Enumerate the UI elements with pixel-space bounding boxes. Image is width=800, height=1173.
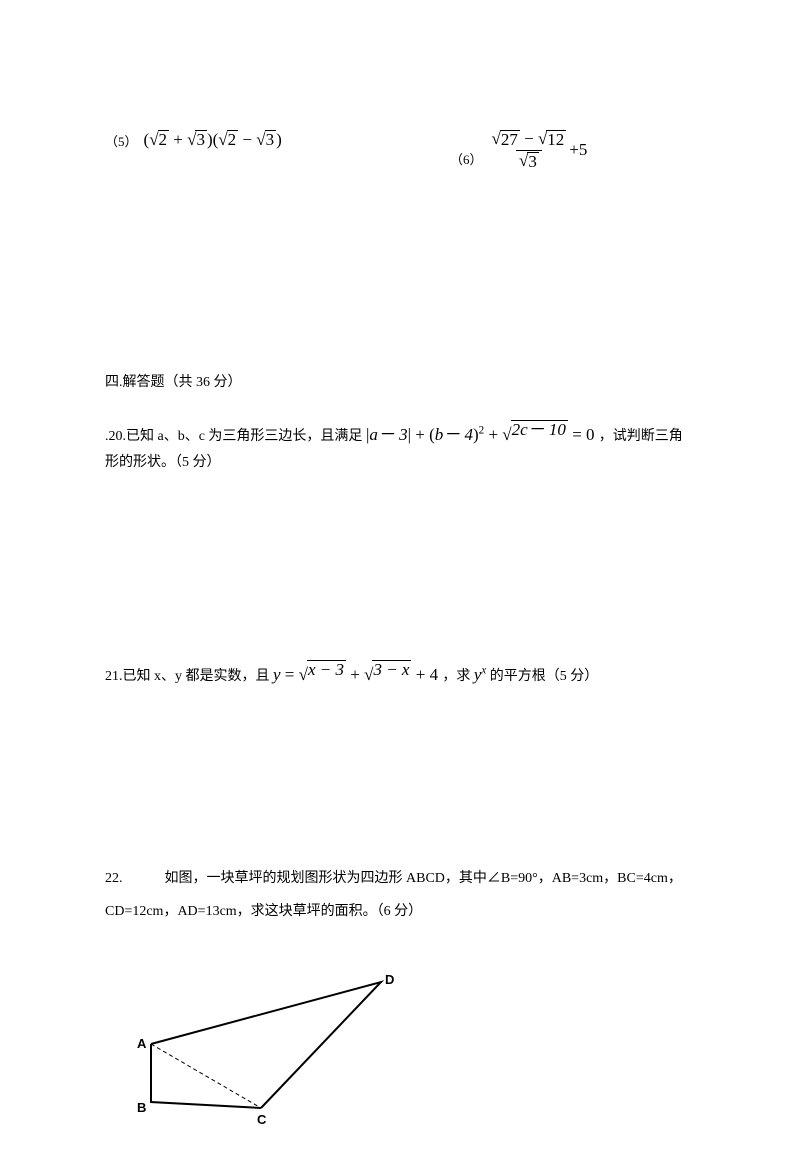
label-C: C — [257, 1112, 267, 1127]
q22-line1: 22. 如图，一块草坪的规划图形状为四边形 ABCD，其中∠B=90°，AB=3… — [105, 866, 695, 891]
q21-expr: y = x − 3 + 3 − x + 4 — [273, 665, 442, 684]
label-D: D — [385, 972, 394, 987]
q21-mid: ，求 — [442, 669, 474, 684]
q22-line2: CD=12cm，AD=13cm，求这块草坪的面积。（6 分） — [105, 899, 695, 924]
question-22: 22. 如图，一块草坪的规划图形状为四边形 ABCD，其中∠B=90°，AB=3… — [105, 866, 695, 1133]
label-A: A — [137, 1036, 147, 1051]
problems-row: （5） (2 + 3)(2 − 3) （6） 27 − 12 3 +5 — [105, 130, 695, 170]
q21-suffix: 的平方根（5 分） — [490, 669, 599, 684]
section-4-title: 四.解答题（共 36 分） — [105, 370, 695, 395]
problem-6: （6） 27 − 12 3 +5 — [350, 130, 695, 170]
section-4: 四.解答题（共 36 分） .20.已知 a、b、c 为三角形三边长，且满足 |… — [105, 370, 695, 1133]
q20-prefix: .20.已知 a、b、c 为三角形三边长，且满足 — [105, 429, 362, 444]
problem-5: （5） (2 + 3)(2 − 3) — [105, 130, 350, 150]
label-B: B — [137, 1100, 146, 1115]
quadrilateral-svg: A B C D — [133, 958, 413, 1128]
q21-prefix: 21.已知 x、y 都是实数，且 — [105, 669, 273, 684]
q20-expr: |a－ 3| + (b－ 4)2 + 2c－ 10 = 0 — [366, 425, 599, 444]
q22-figure: A B C D — [133, 958, 695, 1133]
question-21: 21.已知 x、y 都是实数，且 y = x − 3 + 3 − x + 4 ，… — [105, 660, 695, 691]
problem-5-num: （5） — [105, 131, 138, 150]
problem-6-tail: +5 — [569, 140, 587, 160]
q21-yx: yx — [474, 665, 486, 684]
question-20: .20.已知 a、b、c 为三角形三边长，且满足 |a－ 3| + (b－ 4)… — [105, 420, 695, 476]
problem-6-expr: 27 − 12 3 +5 — [489, 130, 588, 170]
problem-5-expr: (2 + 3)(2 − 3) — [144, 130, 282, 150]
problem-6-num: （6） — [450, 149, 483, 168]
